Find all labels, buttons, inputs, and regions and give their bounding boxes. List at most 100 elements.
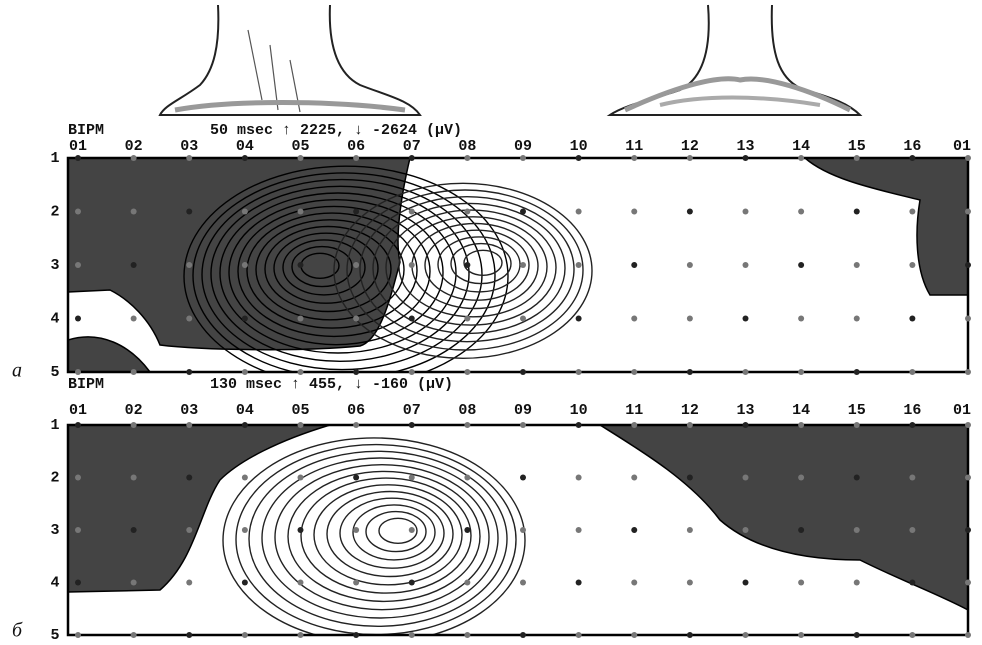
electrode <box>909 369 915 375</box>
electrode <box>520 475 526 481</box>
electrode <box>631 632 637 638</box>
electrode <box>687 632 693 638</box>
electrode <box>353 155 359 161</box>
electrode <box>965 262 971 268</box>
electrode <box>186 369 192 375</box>
electrode <box>464 209 470 215</box>
electrode <box>854 527 860 533</box>
electrode <box>186 316 192 322</box>
electrode <box>242 527 248 533</box>
electrode <box>631 316 637 322</box>
electrode <box>687 209 693 215</box>
column-label: 04 <box>236 138 254 155</box>
electrode <box>464 580 470 586</box>
electrode <box>75 632 81 638</box>
column-label: 01 <box>953 402 971 419</box>
electrode <box>687 155 693 161</box>
electrode <box>854 580 860 586</box>
electrode <box>687 316 693 322</box>
electrode <box>576 209 582 215</box>
electrode <box>687 369 693 375</box>
electrode <box>965 632 971 638</box>
electrode <box>186 475 192 481</box>
electrode <box>75 369 81 375</box>
electrode <box>687 580 693 586</box>
electrode <box>409 155 415 161</box>
torso-back <box>610 5 860 115</box>
electrode <box>743 209 749 215</box>
electrode <box>131 475 137 481</box>
electrode <box>353 422 359 428</box>
electrode <box>854 369 860 375</box>
electrode <box>131 316 137 322</box>
column-label: 05 <box>291 402 309 419</box>
electrode <box>298 316 304 322</box>
map-info: 130 msec ↑ 455, ↓ -160 (µV) <box>210 376 453 393</box>
electrode <box>298 369 304 375</box>
electrode <box>743 527 749 533</box>
electrode <box>464 527 470 533</box>
column-label: 07 <box>403 138 421 155</box>
electrode <box>353 316 359 322</box>
electrode <box>743 422 749 428</box>
column-label: 06 <box>347 138 365 155</box>
column-label: 09 <box>514 402 532 419</box>
electrode <box>409 209 415 215</box>
electrode <box>687 475 693 481</box>
electrode <box>631 422 637 428</box>
electrode <box>965 527 971 533</box>
electrode <box>75 316 81 322</box>
electrode <box>743 632 749 638</box>
electrode <box>131 422 137 428</box>
map-panel: 010203040506070809101112131415160112345B… <box>12 376 971 644</box>
electrode <box>353 475 359 481</box>
electrode <box>464 632 470 638</box>
electrode <box>909 475 915 481</box>
electrode <box>520 316 526 322</box>
panel-letter: а <box>12 360 22 382</box>
electrode <box>131 262 137 268</box>
electrode <box>854 262 860 268</box>
row-label: 4 <box>50 310 59 327</box>
electrode <box>131 632 137 638</box>
column-label: 02 <box>125 402 143 419</box>
column-label: 08 <box>458 138 476 155</box>
electrode <box>186 580 192 586</box>
electrode <box>131 155 137 161</box>
electrode <box>631 155 637 161</box>
map-info: 50 msec ↑ 2225, ↓ -2624 (µV) <box>210 122 462 139</box>
electrode <box>798 422 804 428</box>
electrode <box>409 580 415 586</box>
electrode <box>576 262 582 268</box>
column-label: 06 <box>347 402 365 419</box>
electrode <box>909 316 915 322</box>
electrode <box>743 262 749 268</box>
row-label: 5 <box>50 364 59 381</box>
electrode <box>854 632 860 638</box>
electrode <box>242 262 248 268</box>
electrode <box>131 209 137 215</box>
row-label: 1 <box>50 150 59 167</box>
electrode <box>409 527 415 533</box>
electrode <box>909 209 915 215</box>
electrode <box>854 316 860 322</box>
electrode <box>353 262 359 268</box>
electrode <box>520 527 526 533</box>
electrode <box>464 155 470 161</box>
electrode <box>75 209 81 215</box>
map-label: BIPM <box>68 122 104 139</box>
panel-letter: б <box>12 620 23 642</box>
electrode <box>743 369 749 375</box>
electrode <box>186 422 192 428</box>
electrode <box>520 262 526 268</box>
row-label: 5 <box>50 627 59 644</box>
electrode <box>909 580 915 586</box>
electrode <box>965 155 971 161</box>
electrode <box>965 369 971 375</box>
electrode <box>854 209 860 215</box>
electrode <box>909 155 915 161</box>
electrode <box>242 369 248 375</box>
electrode <box>576 369 582 375</box>
electrode <box>743 580 749 586</box>
electrode <box>186 527 192 533</box>
